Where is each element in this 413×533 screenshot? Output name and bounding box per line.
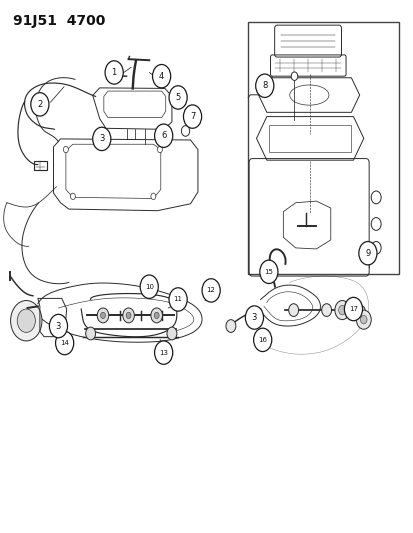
Circle shape <box>259 260 277 284</box>
Circle shape <box>154 312 159 319</box>
Text: 11: 11 <box>173 296 182 302</box>
Circle shape <box>344 297 362 321</box>
Circle shape <box>225 320 235 333</box>
Text: 91J51  4700: 91J51 4700 <box>13 14 105 28</box>
Text: 7: 7 <box>190 112 195 121</box>
Text: 8: 8 <box>261 81 267 90</box>
Text: 5: 5 <box>175 93 180 102</box>
Circle shape <box>11 301 42 341</box>
Circle shape <box>166 327 176 340</box>
Circle shape <box>154 124 172 148</box>
Text: 2: 2 <box>37 100 43 109</box>
Text: 3: 3 <box>99 134 104 143</box>
Circle shape <box>370 191 380 204</box>
Text: 14: 14 <box>60 340 69 346</box>
Circle shape <box>31 93 49 116</box>
Circle shape <box>150 193 155 199</box>
Circle shape <box>93 127 111 151</box>
Text: 9: 9 <box>364 249 370 258</box>
Circle shape <box>356 310 370 329</box>
Circle shape <box>253 328 271 352</box>
Circle shape <box>70 193 75 199</box>
Bar <box>268 125 351 152</box>
Text: 1: 1 <box>111 68 116 77</box>
Circle shape <box>358 241 376 265</box>
Text: 16: 16 <box>258 337 266 343</box>
Circle shape <box>355 305 365 318</box>
Circle shape <box>100 312 105 319</box>
Circle shape <box>181 126 189 136</box>
Text: 4: 4 <box>159 71 164 80</box>
Circle shape <box>157 147 162 153</box>
Circle shape <box>245 306 263 329</box>
Text: 3: 3 <box>251 313 256 322</box>
Circle shape <box>140 275 158 298</box>
Circle shape <box>150 308 162 323</box>
Circle shape <box>123 308 134 323</box>
Circle shape <box>85 327 95 340</box>
Circle shape <box>370 217 380 230</box>
Circle shape <box>360 316 366 324</box>
Circle shape <box>55 332 74 355</box>
Circle shape <box>290 72 297 80</box>
Circle shape <box>370 241 380 254</box>
Circle shape <box>334 301 349 320</box>
Circle shape <box>63 147 68 153</box>
Circle shape <box>17 309 35 333</box>
Circle shape <box>338 305 345 315</box>
Circle shape <box>126 312 131 319</box>
Circle shape <box>49 314 67 338</box>
Circle shape <box>169 288 187 311</box>
Text: 12: 12 <box>206 287 215 294</box>
Circle shape <box>105 61 123 84</box>
Circle shape <box>255 74 273 98</box>
Circle shape <box>169 86 187 109</box>
Circle shape <box>183 105 201 128</box>
Circle shape <box>288 304 298 317</box>
Circle shape <box>97 308 109 323</box>
Circle shape <box>152 64 170 88</box>
Circle shape <box>202 279 220 302</box>
Text: 15: 15 <box>264 269 273 275</box>
Circle shape <box>154 341 172 365</box>
Circle shape <box>321 304 331 317</box>
Text: 13: 13 <box>159 350 168 356</box>
Text: 6: 6 <box>161 131 166 140</box>
Text: 3: 3 <box>56 321 61 330</box>
Text: 17: 17 <box>348 306 357 312</box>
Text: 10: 10 <box>145 284 153 290</box>
Bar <box>248 22 398 274</box>
